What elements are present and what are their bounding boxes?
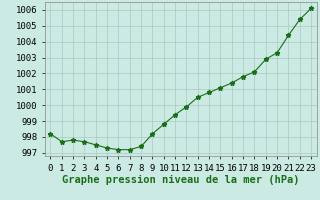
X-axis label: Graphe pression niveau de la mer (hPa): Graphe pression niveau de la mer (hPa) [62,175,300,185]
